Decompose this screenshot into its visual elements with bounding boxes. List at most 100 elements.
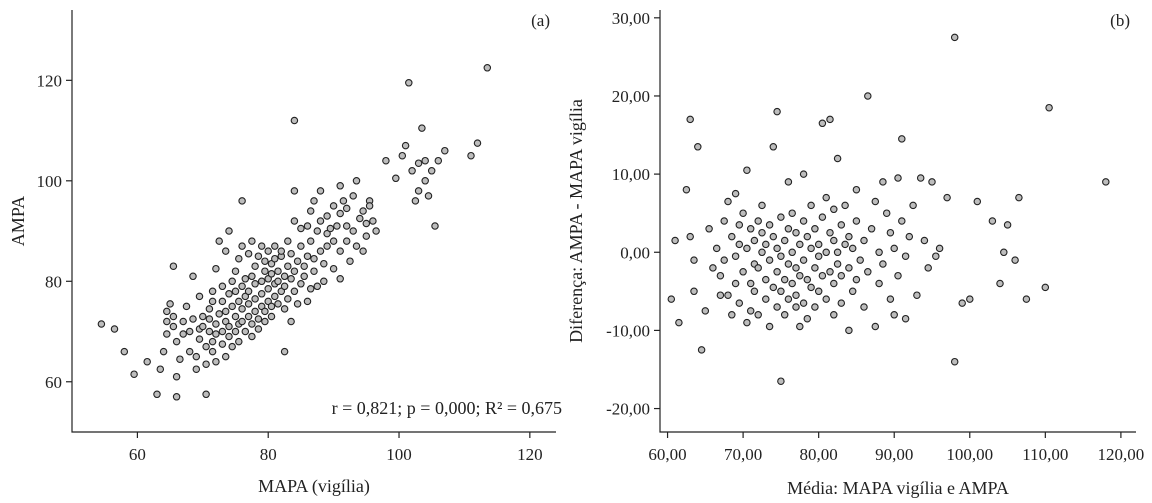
data-point-a (208, 347, 217, 356)
data-point-a (323, 229, 331, 238)
data-point-b (864, 92, 872, 100)
data-point-a (261, 317, 269, 326)
axes-b (659, 10, 1136, 433)
data-point-b (754, 311, 762, 319)
data-point-b (769, 232, 778, 241)
data-point-b (830, 205, 838, 214)
data-point-a (248, 272, 256, 281)
data-point-a (323, 242, 331, 250)
data-point-b (792, 303, 800, 311)
data-point-b (966, 295, 974, 303)
data-point-a (329, 264, 338, 273)
data-point-b (830, 279, 838, 288)
data-point-a (238, 305, 246, 313)
data-point-a (418, 124, 426, 132)
data-point-a (235, 337, 243, 346)
data-point-a (202, 390, 210, 399)
data-point-b (841, 201, 849, 210)
data-point-b (686, 115, 694, 124)
data-point-b (871, 322, 880, 331)
data-point-b (807, 201, 815, 210)
data-point-a (284, 237, 292, 245)
data-point-a (313, 282, 322, 291)
data-point-a (320, 259, 328, 268)
data-point-a (192, 365, 201, 373)
data-point-b (1041, 283, 1050, 292)
data-point-a (414, 187, 423, 195)
data-point-b (852, 275, 861, 284)
y-ticks-b: -20,00 -10,00 0,00 10,00 20,00 30,00 (606, 9, 660, 419)
data-point-a (336, 182, 344, 190)
data-point-a (264, 285, 272, 293)
data-point-b (709, 264, 717, 272)
data-point-a (257, 277, 266, 286)
data-point-a (392, 174, 400, 183)
data-point-b (901, 252, 910, 260)
data-point-a (483, 64, 492, 72)
data-point-b (739, 209, 747, 217)
data-point-a (467, 151, 475, 160)
data-point-a (231, 267, 240, 275)
data-point-b (950, 33, 959, 42)
data-point-b (890, 244, 898, 253)
data-point-b (814, 252, 823, 260)
data-point-a (120, 347, 129, 356)
data-point-b (671, 236, 679, 245)
data-point-a (306, 207, 315, 215)
data-point-a (365, 202, 374, 210)
y-tick-label-b: 0,00 (620, 243, 650, 262)
data-point-b (822, 295, 830, 303)
data-point-a (431, 222, 439, 230)
data-point-b (811, 225, 819, 233)
data-point-a (261, 267, 269, 275)
data-point-a (346, 257, 354, 265)
data-point-b (841, 240, 849, 249)
data-point-b (754, 264, 762, 272)
data-point-a (339, 197, 348, 205)
data-point-a (251, 262, 259, 270)
data-point-a (287, 317, 295, 326)
data-point-a (401, 141, 410, 150)
data-point-b (1022, 295, 1031, 303)
data-point-a (405, 79, 413, 87)
data-point-b (803, 314, 812, 323)
data-point-b (720, 256, 728, 264)
data-point-b (686, 232, 694, 241)
data-point-a (356, 214, 364, 223)
data-point-a (352, 242, 361, 250)
x-axis-label-b: Média: MAPA vigília e AMPA (787, 478, 1009, 498)
data-point-a (274, 300, 282, 308)
data-point-a (290, 116, 299, 125)
data-point-b (894, 271, 902, 280)
data-point-b (765, 256, 774, 264)
data-point-b (784, 295, 793, 303)
data-point-b (958, 299, 966, 307)
data-point-b (769, 283, 778, 292)
data-point-b (833, 154, 842, 163)
data-point-b (762, 295, 770, 303)
data-point-a (225, 322, 233, 331)
data-point-b (728, 311, 736, 319)
data-point-b (777, 287, 785, 296)
data-point-a (342, 222, 351, 230)
data-point-b (746, 307, 755, 315)
data-point-a (202, 342, 210, 351)
x-tick-label-a: 100 (386, 445, 412, 464)
data-point-b (1102, 178, 1110, 186)
y-tick-label-a: 100 (37, 172, 63, 191)
data-point-b (890, 311, 898, 319)
data-point-b (898, 217, 906, 225)
data-point-b (716, 271, 725, 280)
data-point-a (244, 312, 253, 321)
data-point-a (359, 207, 367, 215)
data-point-a (408, 167, 416, 175)
data-point-a (349, 227, 357, 235)
data-point-a (238, 242, 246, 250)
data-point-a (163, 317, 171, 326)
x-ticks-b: 60,00 70,00 80,00 90,00 100,00 110,00 120,00 (648, 432, 1144, 464)
data-point-b (826, 115, 834, 124)
data-point-b (773, 268, 781, 276)
data-point-b (792, 291, 800, 299)
data-point-b (784, 178, 793, 186)
data-point-a (212, 357, 220, 366)
